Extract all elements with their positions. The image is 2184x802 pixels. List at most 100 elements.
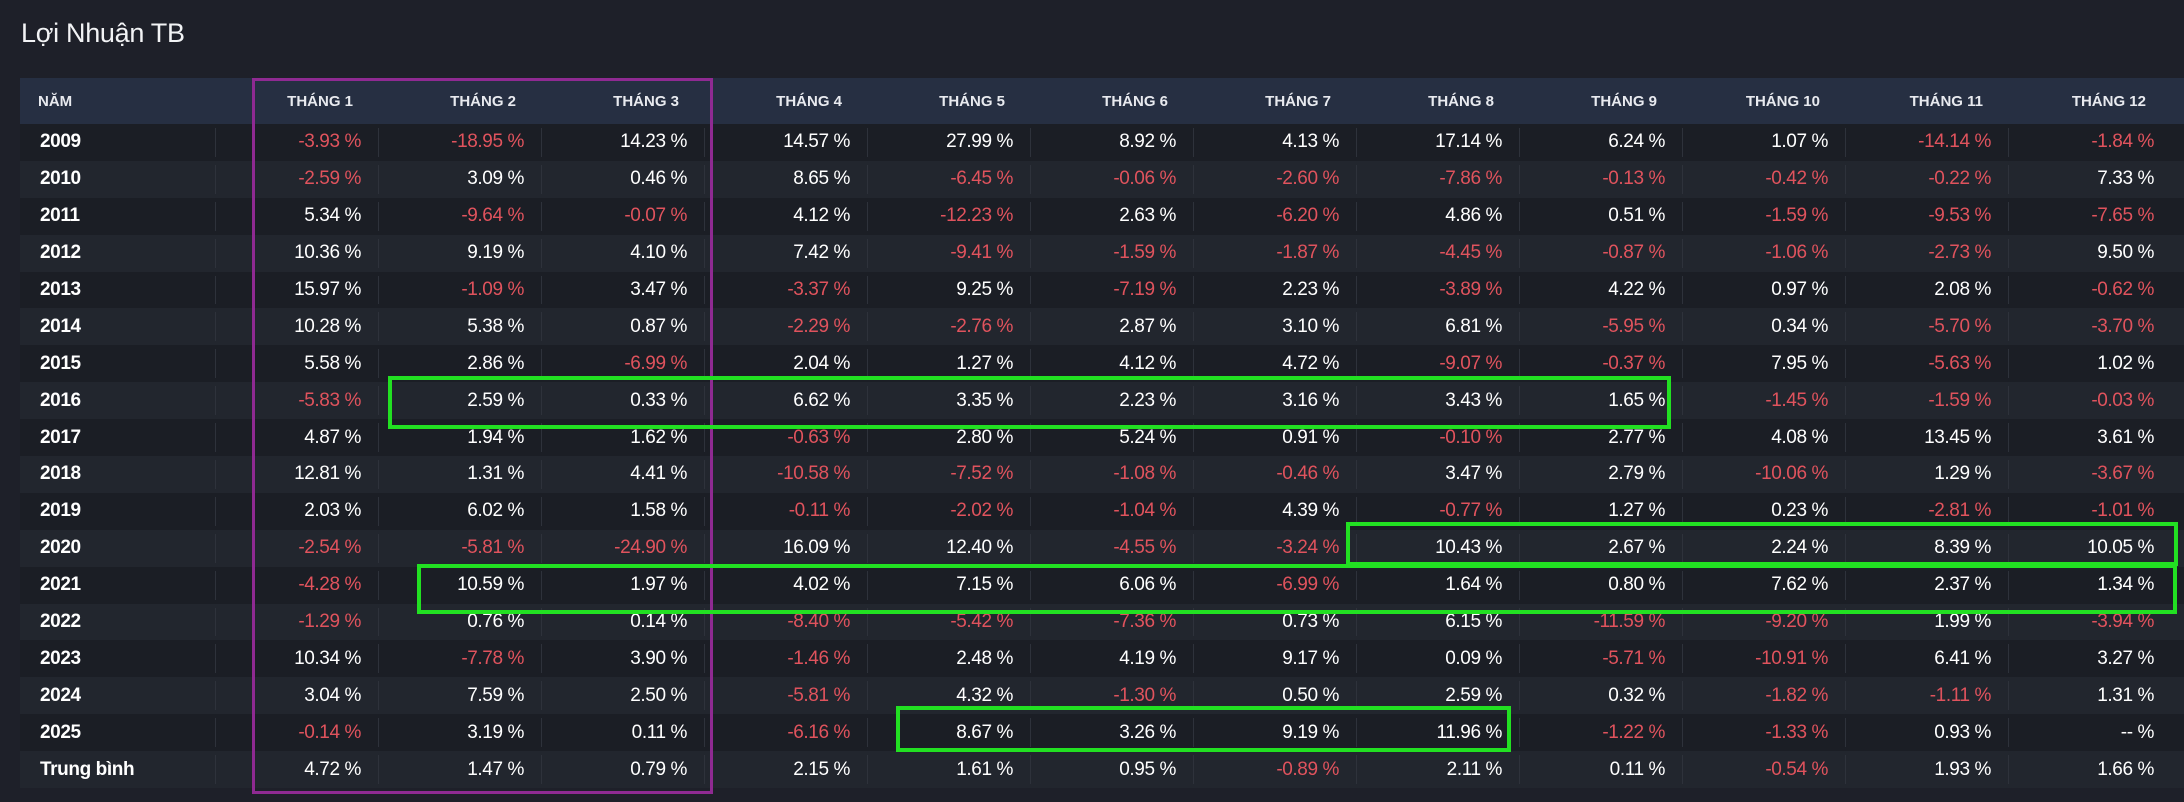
return-cell: -11.59 % xyxy=(1519,604,1682,641)
return-cell: -1.87 % xyxy=(1193,235,1356,272)
return-cell: 6.06 % xyxy=(1030,567,1193,604)
return-cell: -5.42 % xyxy=(867,604,1030,641)
return-cell: 1.62 % xyxy=(541,419,704,456)
column-header-month-9[interactable]: THÁNG 9 xyxy=(1591,92,1657,110)
return-cell: -0.14 % xyxy=(215,714,378,751)
year-cell: 2015 xyxy=(40,352,81,374)
column-header-month-5[interactable]: THÁNG 5 xyxy=(939,92,1005,110)
return-cell: -9.53 % xyxy=(1845,198,2008,235)
return-cell: -0.06 % xyxy=(1030,161,1193,198)
year-cell: 2018 xyxy=(40,463,81,485)
column-header-month-3[interactable]: THÁNG 3 xyxy=(613,92,679,110)
column-header-month-4[interactable]: THÁNG 4 xyxy=(776,92,842,110)
return-cell: 2.80 % xyxy=(867,419,1030,456)
return-cell: -2.29 % xyxy=(704,308,867,345)
column-header-month-11[interactable]: THÁNG 11 xyxy=(1909,92,1983,110)
return-cell: -6.20 % xyxy=(1193,198,1356,235)
return-cell: -6.99 % xyxy=(1193,567,1356,604)
year-cell: 2012 xyxy=(40,242,81,264)
table-row: 2025 -0.14 % 3.19 % 0.11 % -6.16 % 8.67 % 3.26… xyxy=(20,714,2184,752)
return-cell: -8.40 % xyxy=(704,604,867,641)
return-cell: -1.59 % xyxy=(1030,235,1193,272)
return-cell: 1.31 % xyxy=(378,456,541,493)
return-cell: -2.54 % xyxy=(215,530,378,567)
return-cell: 2.48 % xyxy=(867,640,1030,677)
return-cell: -3.24 % xyxy=(1193,530,1356,567)
column-header-year[interactable]: NĂM xyxy=(38,92,73,110)
return-cell: 12.40 % xyxy=(867,530,1030,567)
return-cell: -3.89 % xyxy=(1356,272,1519,309)
return-cell: -0.10 % xyxy=(1356,419,1519,456)
return-cell: 4.02 % xyxy=(704,567,867,604)
return-cell: 2.77 % xyxy=(1519,419,1682,456)
return-cell: 1.02 % xyxy=(2008,345,2171,382)
monthly-return-table: NĂM THÁNG 1 THÁNG 2 THÁNG 3 THÁNG 4 THÁNG 5 T… xyxy=(20,78,2184,789)
return-cell: 14.23 % xyxy=(541,124,704,161)
return-cell: 11.96 % xyxy=(1356,714,1519,751)
return-cell: 5.38 % xyxy=(378,308,541,345)
table-row: 2023 10.34 % -7.78 % 3.90 % -1.46 % 2.48 % 4.1… xyxy=(20,640,2184,678)
return-cell: 3.47 % xyxy=(1356,456,1519,493)
column-header-month-8[interactable]: THÁNG 8 xyxy=(1428,92,1494,110)
return-cell: 6.24 % xyxy=(1519,124,1682,161)
column-header-month-6[interactable]: THÁNG 6 xyxy=(1102,92,1168,110)
return-cell: 8.67 % xyxy=(867,714,1030,751)
return-cell: -5.63 % xyxy=(1845,345,2008,382)
return-cell: -3.67 % xyxy=(2008,456,2171,493)
return-cell: 4.19 % xyxy=(1030,640,1193,677)
return-cell: 2.63 % xyxy=(1030,198,1193,235)
return-cell: -1.30 % xyxy=(1030,677,1193,714)
return-cell: -2.02 % xyxy=(867,493,1030,530)
return-cell: 1.93 % xyxy=(1845,751,2008,788)
return-cell: 9.19 % xyxy=(1193,714,1356,751)
return-cell: 1.07 % xyxy=(1682,124,1845,161)
return-cell: 3.47 % xyxy=(541,272,704,309)
return-cell: 2.37 % xyxy=(1845,567,2008,604)
return-cell: 0.32 % xyxy=(1519,677,1682,714)
return-cell: -1.08 % xyxy=(1030,456,1193,493)
column-header-month-7[interactable]: THÁNG 7 xyxy=(1265,92,1331,110)
return-cell: 3.19 % xyxy=(378,714,541,751)
table-row: 2010 -2.59 % 3.09 % 0.46 % 8.65 % -6.45 % -0.0… xyxy=(20,160,2184,198)
table-row: 2021 -4.28 % 10.59 % 1.97 % 4.02 % 7.15 % 6.06… xyxy=(20,566,2184,604)
return-cell: -4.45 % xyxy=(1356,235,1519,272)
return-cell: -1.11 % xyxy=(1845,677,2008,714)
return-cell: 0.11 % xyxy=(541,714,704,751)
year-cell: 2025 xyxy=(40,721,81,743)
return-cell: 2.79 % xyxy=(1519,456,1682,493)
return-cell: -7.86 % xyxy=(1356,161,1519,198)
return-cell: -7.19 % xyxy=(1030,272,1193,309)
table-row: 2020 -2.54 % -5.81 % -24.90 % 16.09 % 12.40 %… xyxy=(20,529,2184,567)
year-cell: 2017 xyxy=(40,426,81,448)
return-cell: -4.28 % xyxy=(215,567,378,604)
return-cell: 1.94 % xyxy=(378,419,541,456)
return-cell: -0.13 % xyxy=(1519,161,1682,198)
return-cell: 1.66 % xyxy=(2008,751,2171,788)
return-cell: 0.23 % xyxy=(1682,493,1845,530)
return-cell: -3.93 % xyxy=(215,124,378,161)
return-cell: -5.71 % xyxy=(1519,640,1682,677)
return-cell: 1.47 % xyxy=(378,751,541,788)
return-cell: -10.91 % xyxy=(1682,640,1845,677)
return-cell: -1.06 % xyxy=(1682,235,1845,272)
return-cell: -5.70 % xyxy=(1845,308,2008,345)
average-label: Trung bình xyxy=(40,758,135,780)
return-cell: -1.59 % xyxy=(1682,198,1845,235)
return-cell: 27.99 % xyxy=(867,124,1030,161)
return-cell: 1.65 % xyxy=(1519,382,1682,419)
table-header-row: NĂM THÁNG 1 THÁNG 2 THÁNG 3 THÁNG 4 THÁNG 5 T… xyxy=(20,78,2184,124)
return-cell: 6.81 % xyxy=(1356,308,1519,345)
column-header-month-12[interactable]: THÁNG 12 xyxy=(2071,92,2146,110)
column-header-month-2[interactable]: THÁNG 2 xyxy=(450,92,516,110)
return-cell: 0.95 % xyxy=(1030,751,1193,788)
return-cell: -7.36 % xyxy=(1030,604,1193,641)
return-cell: 4.32 % xyxy=(867,677,1030,714)
return-cell: 0.80 % xyxy=(1519,567,1682,604)
return-cell: 1.34 % xyxy=(2008,567,2171,604)
column-header-month-1[interactable]: THÁNG 1 xyxy=(287,92,353,110)
table-row: 2015 5.58 % 2.86 % -6.99 % 2.04 % 1.27 % 4.12 … xyxy=(20,345,2184,383)
return-cell: 3.27 % xyxy=(2008,640,2171,677)
column-header-month-10[interactable]: THÁNG 10 xyxy=(1745,92,1820,110)
return-cell: 3.04 % xyxy=(215,677,378,714)
return-cell: -- % xyxy=(2008,714,2171,751)
